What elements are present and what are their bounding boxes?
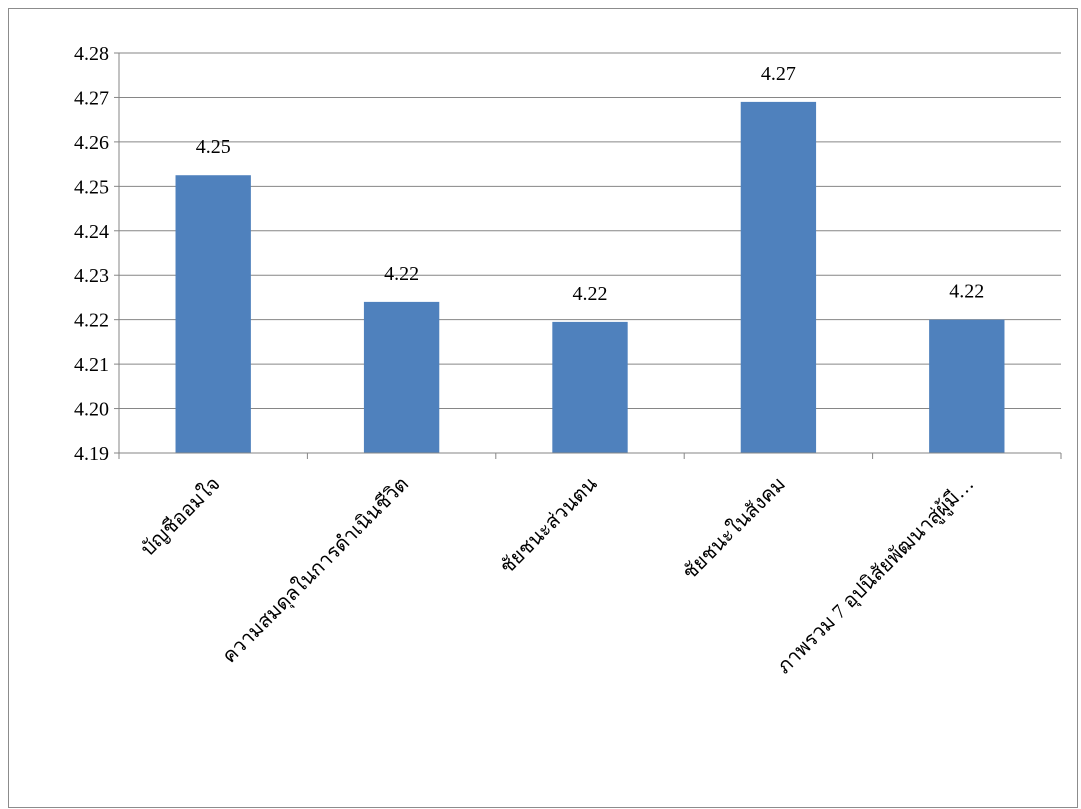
y-tick-label: 4.26 — [74, 132, 109, 154]
y-tick-label: 4.25 — [74, 176, 109, 198]
data-label: 4.27 — [761, 63, 796, 85]
bars — [175, 101, 1005, 453]
x-tick-label: ความสมดุลในการดำเนินชีวิต — [218, 472, 414, 668]
y-tick-labels: 4.19 4.20 4.21 4.22 4.23 4.24 4.25 4.26 4.27 4.28 — [74, 43, 109, 465]
y-tick-label: 4.27 — [74, 87, 109, 109]
y-tick-label: 4.21 — [74, 354, 109, 376]
y-tick-label: 4.23 — [74, 265, 109, 287]
x-tick-label: ภาพรวม 7 อุปนิสัยพัฒนาสู่ผู้มี… — [773, 473, 979, 679]
bar — [175, 175, 251, 453]
x-tick-label: ชัยชนะส่วนตน — [496, 473, 602, 579]
y-tick-label: 4.22 — [74, 310, 109, 332]
data-label: 4.22 — [384, 263, 419, 285]
bar — [363, 301, 440, 453]
data-labels: 4.25 4.22 4.22 4.27 4.22 — [196, 63, 985, 305]
data-label: 4.22 — [949, 281, 984, 303]
y-tick-label: 4.28 — [74, 43, 109, 65]
y-tick-label: 4.19 — [74, 443, 109, 465]
y-tick-label: 4.24 — [74, 221, 109, 243]
bar — [552, 321, 628, 453]
data-label: 4.25 — [196, 136, 231, 158]
bar — [929, 319, 1005, 453]
chart-frame: 4.19 4.20 4.21 4.22 4.23 4.24 4.25 4.26 4.27 4.28… — [8, 8, 1078, 808]
axes — [114, 52, 1062, 459]
gridlines — [119, 52, 1061, 410]
bar-chart: 4.19 4.20 4.21 4.22 4.23 4.24 4.25 4.26 4.27 4.28… — [74, 43, 1062, 679]
y-tick-label: 4.20 — [74, 399, 109, 421]
x-tick-label: บัญชีออมใจ — [136, 472, 224, 560]
data-label: 4.22 — [573, 283, 608, 305]
bar — [740, 101, 817, 453]
x-tick-label: ชัยชนะในสังคม — [678, 472, 790, 584]
